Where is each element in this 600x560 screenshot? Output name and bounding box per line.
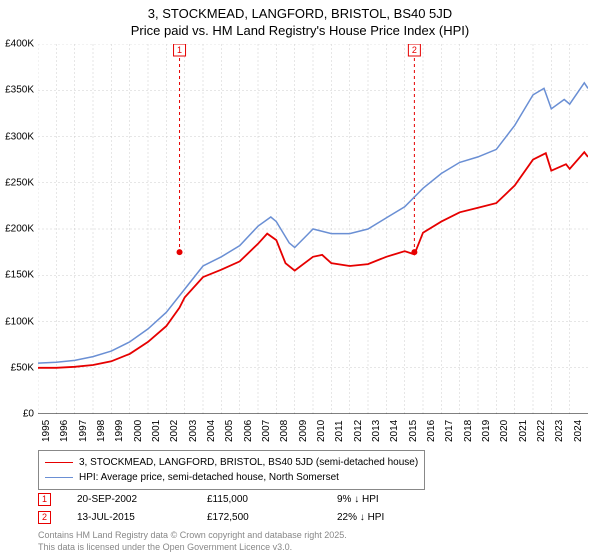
svg-text:2: 2	[412, 45, 417, 55]
marker-date: 13-JUL-2015	[77, 512, 207, 523]
x-tick-label: 2017	[444, 420, 455, 442]
x-tick-label: 2008	[279, 420, 290, 442]
marker-diff: 22% ↓ HPI	[337, 512, 437, 523]
chart-container: 3, STOCKMEAD, LANGFORD, BRISTOL, BS40 5J…	[0, 0, 600, 560]
y-axis-labels: £0£50K£100K£150K£200K£250K£300K£350K£400…	[0, 44, 36, 414]
y-tick-label: £200K	[5, 224, 34, 235]
markers-table: 1 20-SEP-2002 £115,000 9% ↓ HPI 2 13-JUL…	[38, 490, 437, 526]
x-tick-label: 2015	[408, 420, 419, 442]
x-tick-label: 1999	[114, 420, 125, 442]
footnote-line-1: Contains HM Land Registry data © Crown c…	[38, 530, 347, 542]
y-tick-label: £250K	[5, 177, 34, 188]
x-tick-label: 2009	[298, 420, 309, 442]
footnote-line-2: This data is licensed under the Open Gov…	[38, 542, 347, 554]
x-tick-label: 2024	[573, 420, 584, 442]
marker-row-2: 2 13-JUL-2015 £172,500 22% ↓ HPI	[38, 508, 437, 526]
marker-badge: 1	[38, 493, 51, 506]
x-tick-label: 2005	[224, 420, 235, 442]
x-tick-label: 2010	[316, 420, 327, 442]
legend-label: HPI: Average price, semi-detached house,…	[79, 470, 339, 485]
marker-row-1: 1 20-SEP-2002 £115,000 9% ↓ HPI	[38, 490, 437, 508]
y-tick-label: £400K	[5, 39, 34, 50]
legend-swatch	[45, 477, 73, 479]
x-tick-label: 2014	[389, 420, 400, 442]
title-block: 3, STOCKMEAD, LANGFORD, BRISTOL, BS40 5J…	[0, 0, 600, 40]
marker-price: £172,500	[207, 512, 337, 523]
title-line-1: 3, STOCKMEAD, LANGFORD, BRISTOL, BS40 5J…	[0, 6, 600, 23]
legend: 3, STOCKMEAD, LANGFORD, BRISTOL, BS40 5J…	[38, 450, 425, 490]
y-tick-label: £100K	[5, 316, 34, 327]
x-tick-label: 2020	[499, 420, 510, 442]
marker-diff: 9% ↓ HPI	[337, 494, 437, 505]
title-line-2: Price paid vs. HM Land Registry's House …	[0, 23, 600, 40]
chart-plot: 12	[38, 44, 588, 414]
svg-text:1: 1	[177, 45, 182, 55]
x-tick-label: 2018	[463, 420, 474, 442]
x-tick-label: 2022	[536, 420, 547, 442]
x-axis-labels: 1995 1996 1997 1998 1999 2000 2001 2002 2003 2004…	[38, 416, 588, 446]
x-tick-label: 2021	[518, 420, 529, 442]
y-tick-label: £0	[23, 409, 34, 420]
x-tick-label: 2007	[261, 420, 272, 442]
x-tick-label: 2004	[206, 420, 217, 442]
marker-price: £115,000	[207, 494, 337, 505]
y-tick-label: £350K	[5, 85, 34, 96]
x-tick-label: 2000	[133, 420, 144, 442]
x-tick-label: 1995	[41, 420, 52, 442]
x-tick-label: 2011	[334, 420, 345, 442]
y-tick-label: £50K	[11, 362, 34, 373]
x-tick-label: 1998	[96, 420, 107, 442]
marker-date: 20-SEP-2002	[77, 494, 207, 505]
footnote: Contains HM Land Registry data © Crown c…	[38, 530, 347, 553]
x-tick-label: 2001	[151, 420, 162, 442]
x-tick-label: 2019	[481, 420, 492, 442]
marker-badge: 2	[38, 511, 51, 524]
y-tick-label: £150K	[5, 270, 34, 281]
x-tick-label: 2012	[353, 420, 364, 442]
x-tick-label: 2016	[426, 420, 437, 442]
x-tick-label: 1997	[78, 420, 89, 442]
legend-row-price-paid: 3, STOCKMEAD, LANGFORD, BRISTOL, BS40 5J…	[45, 455, 418, 470]
legend-label: 3, STOCKMEAD, LANGFORD, BRISTOL, BS40 5J…	[79, 455, 418, 470]
y-tick-label: £300K	[5, 131, 34, 142]
legend-swatch	[45, 462, 73, 464]
x-tick-label: 2003	[188, 420, 199, 442]
x-tick-label: 2013	[371, 420, 382, 442]
x-tick-label: 2002	[169, 420, 180, 442]
x-tick-label: 2006	[243, 420, 254, 442]
x-tick-label: 1996	[59, 420, 70, 442]
legend-row-hpi: HPI: Average price, semi-detached house,…	[45, 470, 418, 485]
x-tick-label: 2023	[554, 420, 565, 442]
